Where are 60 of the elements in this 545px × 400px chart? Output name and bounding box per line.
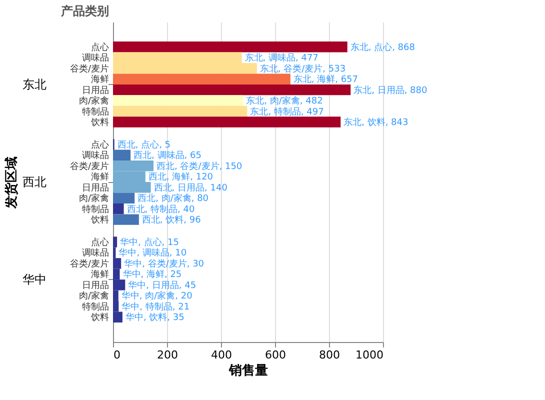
- series-label: 饮料: [90, 117, 109, 128]
- data-label: 华中, 肉/家禽, 20: [121, 290, 193, 302]
- y-tick-label: 东北: [22, 77, 46, 92]
- x-tick-label: 200: [157, 348, 178, 362]
- text: 肉/家禽: [78, 194, 109, 204]
- x-tick-label: 400: [211, 348, 232, 362]
- series-label: 谷类/麦片: [70, 63, 109, 74]
- text: 点心: [91, 140, 109, 150]
- text: 海鲜: [91, 270, 109, 280]
- text: 海鲜: [91, 172, 109, 183]
- x-tick-label: 800: [319, 348, 340, 362]
- text: 调味品: [82, 248, 109, 259]
- data-label: 东北, 谷类/麦片, 533: [260, 63, 346, 74]
- data-label: 西北, 特制品, 40: [126, 204, 195, 215]
- data-label: 东北, 饮料, 843: [344, 117, 408, 128]
- data-label: 西北, 日用品, 140: [154, 182, 228, 194]
- text: 谷类/麦片: [70, 259, 109, 270]
- series-label: 特制品: [82, 106, 109, 118]
- x-axis-title: 销售量: [228, 364, 268, 378]
- text: 饮料: [91, 216, 109, 226]
- y-axis-title: 发货区域: [4, 156, 20, 210]
- text: 调味品: [82, 151, 109, 162]
- text: 日用品: [82, 183, 109, 194]
- data-label: 西北, 调味品, 65: [134, 150, 202, 162]
- text: 日用品: [82, 280, 109, 291]
- text: 肉/家禽: [78, 292, 109, 302]
- series-label: 日用品: [82, 84, 109, 96]
- data-label: 华中, 调味品, 10: [118, 248, 187, 259]
- data-label: 华中, 日用品, 45: [128, 280, 196, 291]
- x-tick-label: 0: [114, 348, 120, 362]
- data-label: 华中, 谷类/麦片, 30: [124, 258, 204, 270]
- text: 谷类/麦片: [70, 162, 109, 172]
- data-label: 华中, 饮料, 35: [125, 312, 184, 324]
- x-tick-label: 600: [265, 348, 286, 362]
- data-label: 东北, 肉/家禽, 482: [246, 96, 323, 107]
- data-label: 西北, 谷类/麦片, 150: [156, 160, 242, 172]
- data-label: 西北, 饮料, 96: [142, 214, 202, 226]
- series-label: 点心: [91, 42, 109, 53]
- x-tick-label: 1000: [356, 348, 384, 362]
- data-label: 东北, 调味品, 477: [244, 52, 318, 64]
- data-label: 西北, 海鲜, 120: [148, 172, 214, 183]
- data-label: 华中, 点心, 15: [120, 237, 179, 248]
- series-label: 海鲜: [91, 74, 109, 86]
- data-label: 东北, 日用品, 880: [354, 84, 428, 96]
- text: 特制品: [82, 302, 109, 312]
- text: 点心: [91, 238, 109, 248]
- data-label: 华中, 海鲜, 25: [122, 269, 182, 280]
- text: 产品类别: [60, 4, 109, 18]
- data-label: 东北, 海鲜, 657: [293, 74, 358, 86]
- data-label: 西北, 点心, 5: [117, 139, 171, 150]
- y-tick-label: 华中: [22, 272, 46, 287]
- text: 特制品: [82, 204, 109, 215]
- series-label: 肉/家禽: [78, 96, 109, 107]
- data-label: 东北, 特制品, 497: [250, 106, 324, 118]
- series-label: 调味品: [82, 52, 109, 64]
- y-tick-label: 西北: [22, 175, 46, 189]
- data-label: 西北, 肉/家禽, 80: [138, 193, 209, 204]
- text: 饮料: [91, 313, 109, 324]
- data-label: 华中, 特制品, 21: [122, 301, 190, 312]
- data-label: 东北, 点心, 868: [350, 42, 416, 53]
